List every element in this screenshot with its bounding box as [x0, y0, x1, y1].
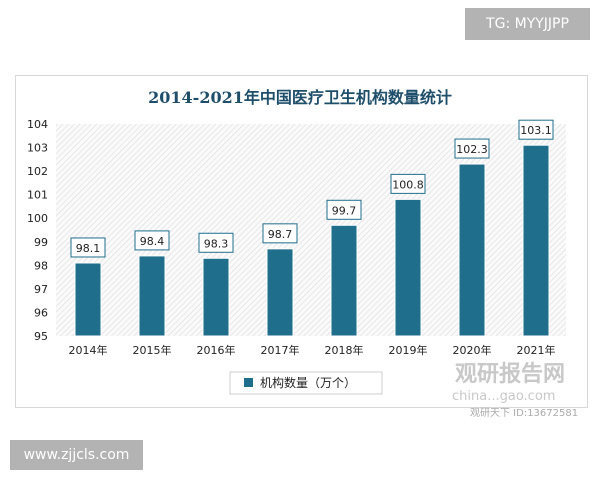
y-tick-label: 102 [27, 165, 48, 178]
chart-frame [15, 75, 588, 408]
bar [330, 224, 358, 337]
y-tick-label: 98 [34, 259, 48, 272]
y-tick-label: 95 [34, 330, 48, 343]
watermark-account: 观研天下 ID:13672581 [470, 408, 579, 419]
y-tick-label: 101 [27, 189, 48, 202]
data-label: 98.3 [204, 237, 229, 250]
x-tick-label: 2021年 [517, 343, 556, 357]
data-label: 98.7 [268, 228, 293, 241]
data-label: 103.1 [520, 124, 552, 137]
bar [74, 262, 102, 337]
y-tick-label: 103 [27, 142, 48, 155]
y-tick-label: 99 [34, 236, 48, 249]
bar [458, 163, 486, 337]
y-tick-label: 97 [34, 283, 48, 296]
x-tick-label: 2015年 [133, 343, 172, 357]
data-label: 102.3 [456, 143, 488, 156]
legend: 机构数量（万个） [229, 371, 383, 395]
legend-label: 机构数量（万个） [260, 375, 356, 390]
data-label-box [326, 199, 362, 220]
bar [394, 198, 422, 337]
site-badge: www.zjjcls.com [10, 440, 143, 470]
tg-badge: TG: MYYJJPP [465, 8, 590, 40]
data-label-box [70, 237, 106, 258]
chart-title: 2014-2021年中国医疗卫生机构数量统计 [148, 88, 452, 107]
data-label-box [454, 138, 490, 159]
data-label: 99.7 [332, 204, 357, 217]
data-label: 98.4 [140, 235, 165, 248]
watermark-url: china...gao.com [452, 389, 556, 404]
bar [202, 257, 230, 337]
x-tick-label: 2016年 [197, 343, 236, 357]
x-tick-label: 2020年 [453, 343, 492, 357]
data-label-box [262, 223, 298, 244]
watermark-name: 观研报告网 [455, 362, 566, 387]
data-label-box [198, 232, 234, 253]
bar [266, 248, 294, 337]
y-tick-label: 100 [27, 212, 48, 225]
data-label: 98.1 [76, 242, 101, 255]
legend-swatch [244, 378, 253, 387]
data-label-box [518, 119, 554, 140]
bar [522, 144, 550, 337]
x-tick-label: 2014年 [69, 343, 108, 357]
data-label: 100.8 [392, 178, 424, 191]
data-label-box [390, 173, 426, 194]
y-tick-label: 96 [34, 306, 48, 319]
bar [138, 255, 166, 337]
x-tick-label: 2017年 [261, 343, 300, 357]
data-label-box [134, 230, 170, 251]
x-tick-label: 2019年 [389, 343, 428, 357]
x-tick-label: 2018年 [325, 343, 364, 357]
y-tick-label: 104 [27, 118, 48, 131]
